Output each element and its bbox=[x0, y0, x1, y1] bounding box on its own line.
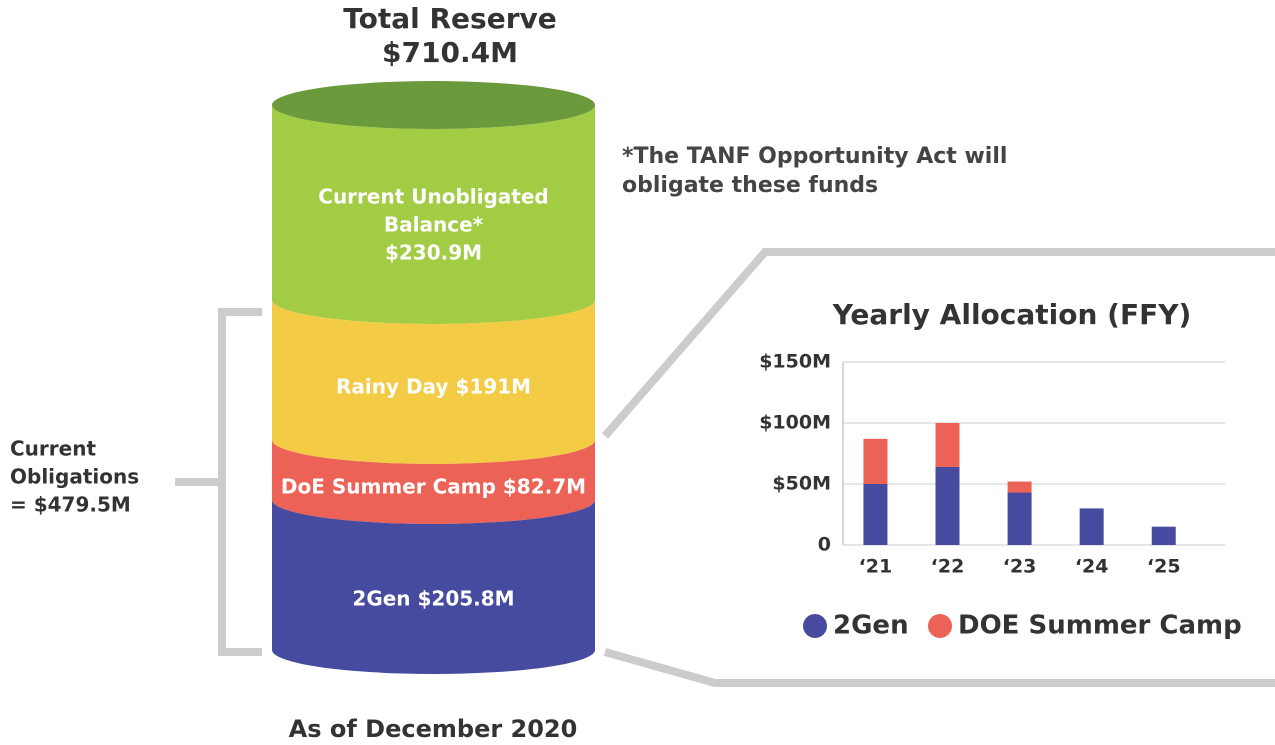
y-tick-label: 0 bbox=[818, 534, 831, 556]
bar-segment bbox=[935, 466, 960, 545]
y-tick-label: $150M bbox=[759, 351, 831, 373]
bar-segment bbox=[863, 438, 888, 484]
bar-segment bbox=[863, 484, 888, 545]
chart-title: Yearly Allocation (FFY) bbox=[832, 298, 1192, 331]
bar-segment bbox=[935, 423, 960, 467]
x-tick-label: ‘23 bbox=[1003, 556, 1037, 578]
bracket bbox=[175, 308, 262, 656]
segment-label: Rainy Day $191M bbox=[336, 375, 531, 399]
x-tick-label: ‘25 bbox=[1147, 556, 1181, 578]
segment-label: 2Gen $205.8M bbox=[352, 587, 514, 611]
x-tick-label: ‘21 bbox=[859, 556, 893, 578]
bar-segment bbox=[1007, 492, 1032, 545]
cylinder-segment bbox=[272, 440, 595, 524]
total: $710.4M bbox=[382, 36, 518, 69]
segment-label: Balance* bbox=[384, 213, 484, 237]
note: *The TANF Opportunity Act will bbox=[622, 144, 1007, 169]
segment-label: $230.9M bbox=[385, 241, 482, 265]
legend-marker bbox=[803, 614, 827, 638]
x-tick-label: ‘24 bbox=[1075, 556, 1109, 578]
bar-segment bbox=[1007, 481, 1032, 493]
bar-segment bbox=[1151, 526, 1176, 545]
segment-label: Current Unobligated bbox=[318, 185, 548, 209]
legend-label: DOE Summer Camp bbox=[958, 611, 1242, 641]
legend-marker bbox=[928, 614, 952, 638]
bar-segment bbox=[1079, 508, 1104, 545]
cylinder-segment bbox=[272, 300, 595, 464]
segment-label: DoE Summer Camp $82.7M bbox=[281, 475, 586, 499]
obligations-label: Obligations bbox=[10, 465, 139, 489]
callout-lines bbox=[601, 248, 1275, 687]
cylinder-top bbox=[272, 81, 595, 129]
x-tick-label: ‘22 bbox=[931, 556, 965, 578]
y-tick-label: $50M bbox=[772, 473, 831, 495]
cylinder-segment bbox=[272, 105, 595, 324]
cylinder-segment bbox=[272, 500, 595, 674]
y-tick-label: $100M bbox=[759, 412, 831, 434]
note: obligate these funds bbox=[622, 173, 878, 198]
title: Total Reserve bbox=[343, 2, 557, 35]
footer: As of December 2020 bbox=[289, 715, 578, 743]
obligations-label: Current bbox=[10, 437, 96, 461]
legend-label: 2Gen bbox=[833, 611, 909, 641]
obligations-label: = $479.5M bbox=[10, 493, 131, 517]
